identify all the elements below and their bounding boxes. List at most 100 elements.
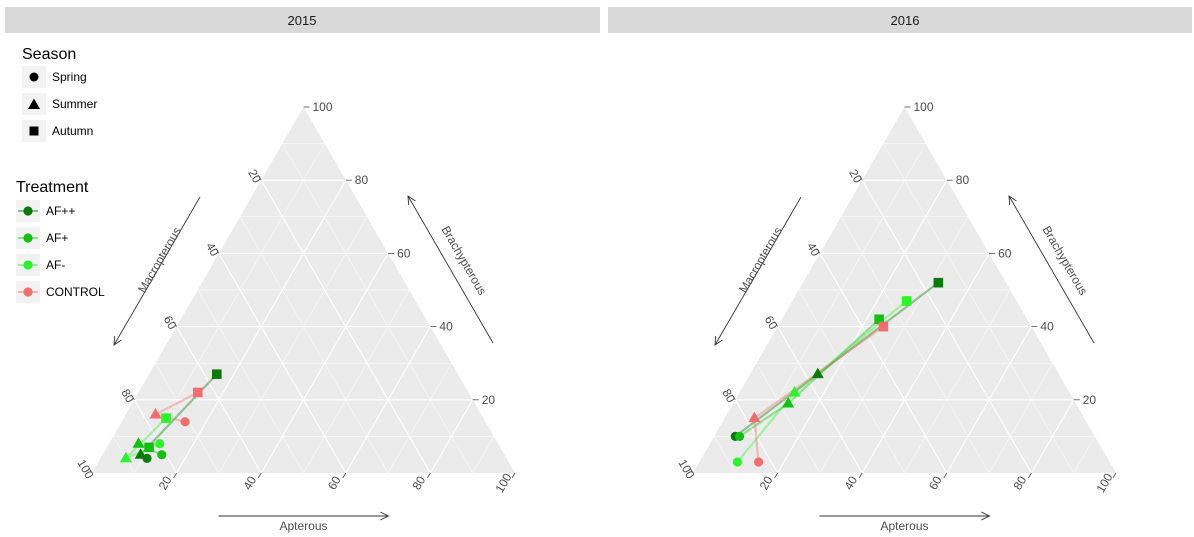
tick-label-brachypterous: 60	[397, 246, 411, 260]
axis-arrow-macropterous-head	[113, 335, 122, 346]
tick-label-brachypterous: 40	[439, 320, 453, 334]
tick-label-brachypterous: 80	[956, 173, 970, 187]
tick-label-macropterous: 20	[846, 167, 865, 186]
legend-label-control: CONTROL	[46, 285, 105, 299]
legend-key-dot	[23, 260, 33, 270]
data-point	[134, 448, 147, 459]
legend-label-autumn: Autumn	[52, 124, 93, 138]
grid-line	[735, 143, 926, 474]
data-point	[180, 417, 190, 427]
axis-title-brachypterous: Brachypterous	[1040, 223, 1091, 297]
tick-mark	[774, 472, 778, 479]
tick-label-brachypterous: 100	[914, 100, 934, 114]
tick-label-macropterous: 80	[719, 387, 738, 406]
grid-line	[883, 143, 1074, 474]
tick-label-brachypterous: 20	[482, 393, 496, 407]
data-point	[132, 437, 145, 448]
grid-line	[176, 326, 262, 474]
grid-line	[756, 363, 821, 474]
legend-label-afpp: AF++	[46, 204, 75, 218]
axis-arrow-apterous-head	[380, 511, 390, 521]
tick-label-macropterous: 40	[804, 240, 823, 259]
tick-label-macropterous: 100	[74, 457, 96, 482]
tick-mark	[511, 472, 516, 479]
grid-line	[988, 363, 1053, 474]
grid-line	[777, 326, 863, 474]
tick-mark	[130, 394, 135, 401]
grid-line	[133, 399, 178, 474]
ternary-panel-2016: 20 20 20 40 40 40 60 60 60 80 80 80 100 100 100 Apterou…	[675, 100, 1117, 533]
tick-mark	[816, 248, 821, 254]
axis-title-brachypterous: Brachypterous	[439, 223, 490, 297]
grid-line	[819, 216, 969, 474]
tick-label-apterous: 20	[156, 473, 175, 492]
tick-label-apterous: 40	[240, 473, 259, 492]
tick-mark	[257, 472, 262, 479]
grid-line	[303, 289, 410, 474]
tick-label-apterous: 100	[492, 471, 514, 496]
axis-title-apterous: Apterous	[880, 519, 928, 533]
data-point	[149, 407, 162, 419]
legend-key-dot	[23, 287, 33, 297]
data-point	[211, 369, 222, 379]
legend-key-dot	[23, 233, 33, 243]
tick-label-apterous: 60	[926, 473, 945, 492]
data-point	[144, 442, 154, 453]
legend-label-summer: Summer	[52, 97, 97, 111]
tick-mark	[731, 394, 736, 401]
tick-label-apterous: 80	[1011, 473, 1030, 492]
grid-line	[345, 326, 431, 474]
grid-line	[1030, 399, 1075, 474]
data-point	[874, 314, 884, 325]
tick-label-brachypterous: 60	[998, 246, 1012, 260]
data-point	[161, 413, 171, 423]
grid-line	[472, 436, 495, 474]
legend-title-treatment: Treatment	[16, 179, 89, 196]
grid-line	[798, 289, 905, 474]
grid-line	[197, 289, 304, 474]
axis-arrow-macropterous-head	[714, 335, 723, 346]
tick-mark	[858, 174, 863, 181]
tick-mark	[215, 248, 220, 254]
grid-line	[429, 399, 474, 474]
tick-mark	[774, 321, 778, 327]
data-point	[782, 396, 795, 408]
panel-strip-2015	[5, 7, 600, 33]
grid-line	[840, 216, 990, 474]
tick-label-macropterous: 60	[762, 313, 781, 332]
tick-label-macropterous: 80	[118, 387, 137, 406]
tick-label-macropterous: 40	[203, 240, 222, 259]
legend-key-triangle	[28, 98, 40, 109]
tick-mark	[943, 472, 948, 479]
axis-arrow-macropterous	[714, 196, 802, 346]
tick-mark	[173, 472, 177, 479]
data-point	[734, 431, 745, 441]
axis-arrow-macropterous	[113, 196, 201, 346]
grid-line	[282, 143, 473, 474]
axis-title-macropterous: Macropterous	[135, 225, 184, 296]
grid-line	[1073, 436, 1096, 474]
grid-line	[946, 326, 1032, 474]
tick-mark	[257, 174, 262, 181]
tick-mark	[88, 467, 93, 474]
grid-line	[713, 436, 736, 474]
data-point	[933, 277, 944, 288]
axis-arrow-brachypterous-head	[407, 195, 416, 206]
tick-label-macropterous: 100	[675, 457, 697, 482]
tick-label-brachypterous: 40	[1040, 320, 1054, 334]
tick-mark	[1028, 472, 1032, 479]
legend-label-afm: AF-	[46, 258, 65, 272]
data-point	[155, 439, 165, 449]
tick-mark	[173, 321, 177, 327]
data-point	[748, 411, 761, 423]
tick-mark	[1112, 472, 1117, 479]
tick-mark	[858, 472, 863, 479]
axis-arrow-brachypterous	[1008, 195, 1095, 344]
tick-label-macropterous: 20	[245, 167, 264, 186]
legend-key-circle	[29, 72, 39, 82]
legend-label-spring: Spring	[52, 70, 87, 84]
grid-line	[218, 216, 368, 474]
grid-line	[387, 363, 452, 474]
tick-label-apterous: 80	[410, 473, 429, 492]
